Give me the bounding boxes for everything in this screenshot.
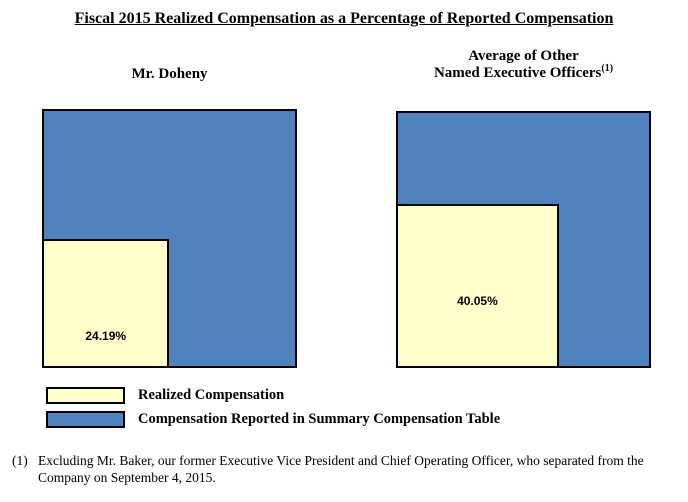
- legend-label-reported: Compensation Reported in Summary Compens…: [138, 411, 501, 427]
- realized-compensation-square-doheny: 24.19%: [42, 238, 170, 368]
- legend-row-realized: Realized Compensation: [46, 387, 500, 404]
- reported-compensation-square-doheny: 24.19%: [42, 109, 297, 368]
- chart-header-doheny: Mr. Doheny: [42, 66, 297, 83]
- chart-title: Fiscal 2015 Realized Compensation as a P…: [74, 10, 614, 27]
- realized-pct-label-doheny: 24.19%: [85, 328, 127, 343]
- chart-header-other-neos: Average of Other Named Executive Officer…: [396, 48, 651, 82]
- legend-label-realized: Realized Compensation: [138, 387, 285, 403]
- footnote-text: Excluding Mr. Baker, our former Executiv…: [38, 453, 644, 485]
- legend-swatch-reported: [46, 411, 125, 428]
- realized-compensation-square-other-neos: 40.05%: [396, 203, 559, 368]
- footnote-reference-superscript: (1): [601, 63, 614, 74]
- footnote: (1) Excluding Mr. Baker, our former Exec…: [12, 452, 672, 486]
- legend-swatch-realized: [46, 387, 125, 404]
- legend-row-reported: Compensation Reported in Summary Compens…: [46, 411, 500, 428]
- chart-header-other-neos-line1: Average of Other: [468, 48, 579, 64]
- legend: Realized Compensation Compensation Repor…: [46, 387, 500, 435]
- chart-header-doheny-label: Mr. Doheny: [131, 66, 208, 82]
- chart-header-other-neos-line2: Named Executive Officers(1): [433, 63, 614, 82]
- footnote-marker: (1): [12, 453, 28, 468]
- realized-pct-label-other-neos: 40.05%: [457, 293, 498, 308]
- reported-compensation-square-other-neos: 40.05%: [396, 111, 651, 368]
